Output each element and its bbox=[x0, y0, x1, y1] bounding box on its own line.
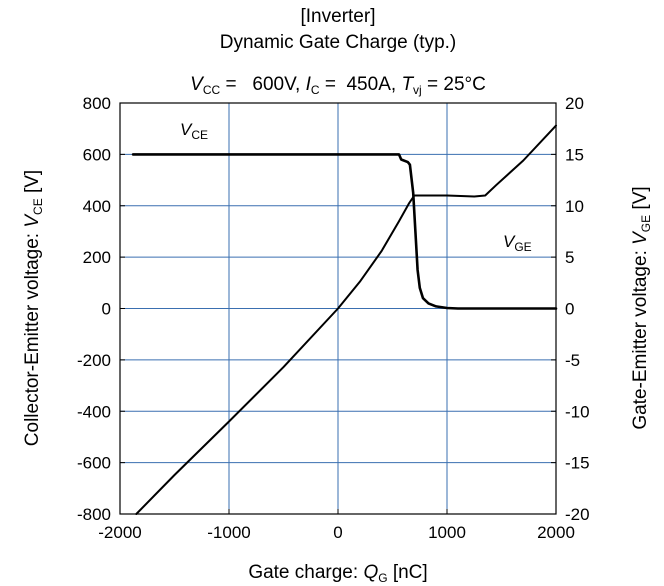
x-axis-label-symbol: Q bbox=[363, 562, 378, 583]
vcc-sub: CC bbox=[203, 83, 221, 97]
chart-title: [Inverter] bbox=[301, 6, 376, 27]
y-right-tick-labels: -20 -15 -10 -5 0 5 10 15 20 bbox=[565, 94, 590, 524]
x-axis-label-unit: [nC] bbox=[388, 562, 428, 583]
y-left-tick-marks bbox=[120, 102, 125, 515]
vge-curve-label: VGE bbox=[503, 232, 532, 254]
x-tick-label: 0 bbox=[333, 523, 342, 542]
test-conditions: VCC = 600V, IC = 450A, Tvj = 25°C bbox=[190, 74, 486, 97]
x-axis-label-sub: G bbox=[378, 571, 387, 585]
y-left-tick-label: -200 bbox=[77, 351, 111, 370]
x-tick-label: 2000 bbox=[537, 523, 575, 542]
x-axis-label: Gate charge: QG [nC] bbox=[248, 562, 427, 585]
y-right-axis-label-sub: GE bbox=[639, 215, 653, 232]
y-left-tick-label: 400 bbox=[83, 197, 111, 216]
vcc-value: = 600V, bbox=[220, 74, 300, 95]
tvj-sub: vj bbox=[413, 83, 422, 97]
y-right-tick-label: 0 bbox=[565, 300, 574, 319]
tvj-value: = 25°C bbox=[422, 74, 486, 95]
vge-curve-label-symbol: V bbox=[503, 232, 516, 251]
grid-lines bbox=[120, 103, 556, 514]
y-right-tick-label: 10 bbox=[565, 197, 584, 216]
y-left-tick-label: 800 bbox=[83, 94, 111, 113]
y-right-tick-label: -10 bbox=[565, 402, 590, 421]
y-left-axis-label-unit: [V] bbox=[22, 170, 43, 199]
y-left-tick-label: 0 bbox=[102, 300, 111, 319]
y-left-axis-label-sub: CE bbox=[31, 198, 45, 215]
ic-symbol: I bbox=[306, 74, 312, 95]
y-right-tick-label: 20 bbox=[565, 94, 584, 113]
y-right-tick-label: -15 bbox=[565, 454, 590, 473]
y-left-tick-label: -600 bbox=[77, 454, 111, 473]
y-left-tick-label: 600 bbox=[83, 145, 111, 164]
tvj-symbol: T bbox=[401, 74, 414, 95]
vce-series-line bbox=[131, 153, 558, 310]
y-right-axis-label-text: Gate-Emitter voltage: bbox=[630, 245, 651, 430]
x-tick-marks bbox=[119, 509, 557, 514]
y-right-tick-label: -5 bbox=[565, 351, 580, 370]
y-left-axis-label-text: Collector-Emitter voltage: bbox=[22, 228, 43, 447]
vce-curve-label-sub: CE bbox=[191, 128, 208, 142]
y-right-tick-label: 15 bbox=[565, 145, 584, 164]
vce-curve-label-symbol: V bbox=[180, 120, 193, 139]
y-left-axis-label-symbol: V bbox=[22, 213, 43, 228]
y-right-axis-label: Gate-Emitter voltage: VGE [V] bbox=[630, 186, 653, 429]
ic-value: = 450A, bbox=[320, 74, 397, 95]
vge-curve-label-sub: GE bbox=[514, 240, 531, 254]
series-group bbox=[131, 124, 558, 515]
y-left-tick-label: -800 bbox=[77, 505, 111, 524]
vce-curve-label: VCE bbox=[180, 120, 208, 142]
y-right-tick-label: -20 bbox=[565, 505, 590, 524]
y-left-axis-label: Collector-Emitter voltage: VCE [V] bbox=[22, 170, 45, 446]
x-tick-label: -2000 bbox=[98, 523, 141, 542]
y-left-tick-label: 200 bbox=[83, 248, 111, 267]
x-tick-label: -1000 bbox=[207, 523, 250, 542]
ic-sub: C bbox=[311, 83, 320, 97]
y-right-axis-label-symbol: V bbox=[630, 230, 651, 245]
x-tick-labels: -2000 -1000 0 1000 2000 bbox=[98, 523, 575, 542]
y-left-tick-label: -400 bbox=[77, 402, 111, 421]
vge-series-line bbox=[135, 124, 557, 515]
vcc-symbol: V bbox=[190, 74, 205, 95]
x-axis-label-text: Gate charge: bbox=[248, 562, 363, 583]
chart-subtitle: Dynamic Gate Charge (typ.) bbox=[220, 32, 457, 53]
y-right-axis-label-unit: [V] bbox=[630, 186, 651, 215]
x-tick-label: 1000 bbox=[428, 523, 466, 542]
y-left-tick-labels: -800 -600 -400 -200 0 200 400 600 800 bbox=[77, 94, 111, 524]
y-right-tick-label: 5 bbox=[565, 248, 574, 267]
